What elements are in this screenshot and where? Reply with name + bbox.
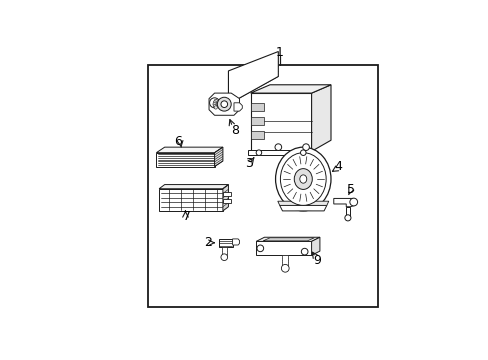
Polygon shape (156, 147, 223, 153)
Circle shape (213, 104, 216, 108)
Text: 4: 4 (333, 160, 341, 173)
Polygon shape (250, 103, 264, 111)
Polygon shape (282, 255, 287, 266)
Polygon shape (223, 185, 228, 211)
Polygon shape (256, 242, 311, 255)
Ellipse shape (280, 153, 325, 205)
Polygon shape (311, 237, 319, 255)
Circle shape (257, 245, 263, 252)
Circle shape (209, 98, 219, 108)
Polygon shape (346, 207, 349, 216)
Polygon shape (159, 189, 223, 211)
Circle shape (217, 97, 231, 111)
Polygon shape (277, 201, 328, 205)
Circle shape (213, 101, 216, 104)
Text: 5: 5 (346, 183, 354, 196)
Polygon shape (221, 247, 226, 255)
Polygon shape (214, 147, 223, 167)
Circle shape (256, 150, 261, 156)
Polygon shape (218, 239, 232, 247)
Circle shape (344, 215, 350, 221)
Polygon shape (233, 103, 242, 111)
Circle shape (349, 198, 357, 206)
Polygon shape (159, 185, 228, 189)
Circle shape (300, 150, 305, 156)
Polygon shape (279, 205, 326, 211)
Circle shape (221, 101, 227, 108)
Ellipse shape (299, 175, 306, 183)
Polygon shape (223, 192, 231, 195)
Text: 2: 2 (203, 236, 211, 249)
Text: 3: 3 (245, 157, 253, 170)
Text: 9: 9 (312, 254, 321, 267)
Polygon shape (250, 131, 264, 139)
Circle shape (221, 254, 227, 261)
Polygon shape (263, 238, 314, 241)
Circle shape (302, 144, 309, 150)
Polygon shape (223, 199, 231, 203)
Circle shape (214, 106, 217, 109)
Text: 8: 8 (231, 124, 239, 137)
Circle shape (281, 264, 288, 272)
Polygon shape (250, 93, 311, 151)
Polygon shape (333, 198, 354, 207)
Circle shape (212, 103, 216, 106)
Polygon shape (311, 85, 330, 151)
Circle shape (301, 248, 307, 255)
Text: 1: 1 (275, 46, 283, 59)
Polygon shape (232, 239, 239, 245)
Circle shape (214, 99, 217, 103)
Bar (148, 66, 377, 307)
Text: 7: 7 (183, 210, 190, 223)
Polygon shape (228, 51, 278, 104)
Polygon shape (208, 93, 239, 115)
Polygon shape (250, 85, 330, 93)
Text: 6: 6 (174, 135, 182, 148)
Polygon shape (256, 237, 319, 242)
Polygon shape (250, 117, 264, 125)
Polygon shape (156, 153, 214, 167)
Circle shape (274, 144, 281, 150)
Ellipse shape (275, 147, 330, 211)
Ellipse shape (294, 168, 312, 189)
Polygon shape (247, 150, 314, 156)
